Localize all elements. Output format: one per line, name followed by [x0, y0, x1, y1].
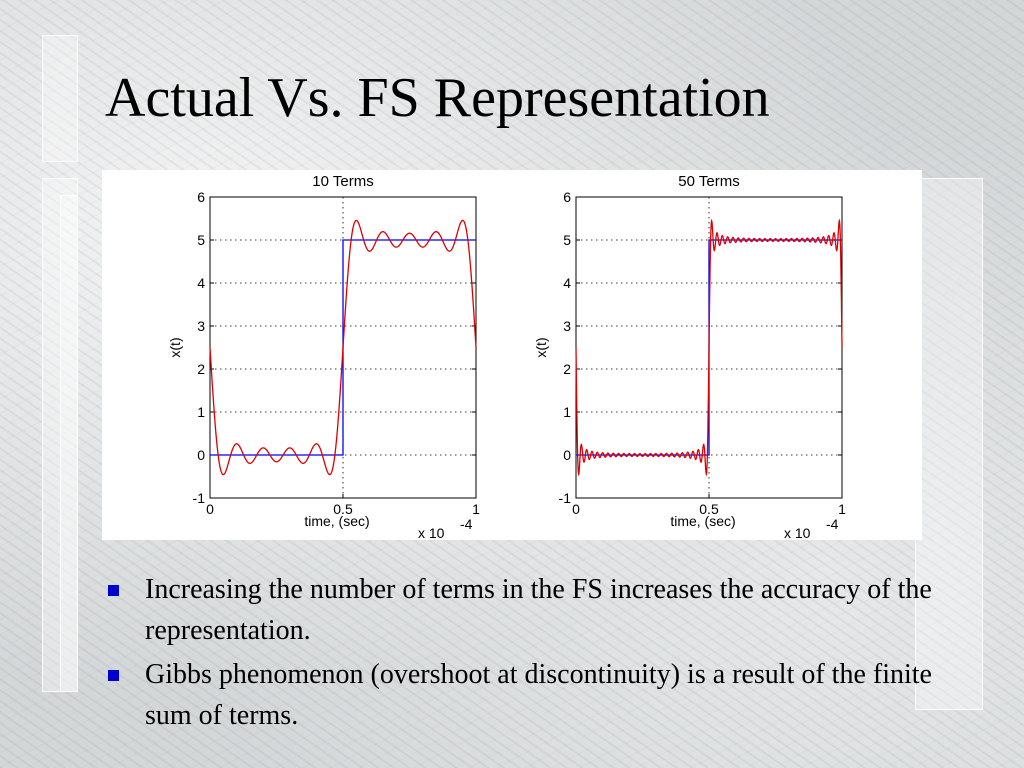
y-tick-label: -1 — [559, 490, 572, 506]
y-tick-label: 1 — [563, 404, 571, 420]
y-tick-label: 0 — [563, 447, 571, 463]
y-tick-label: 5 — [197, 232, 205, 248]
y-tick-label: 2 — [563, 361, 571, 377]
bullet-item: Increasing the number of terms in the FS… — [105, 570, 955, 651]
square-bullet-icon — [108, 670, 119, 682]
x-multiplier-exponent: -4 — [826, 516, 839, 532]
bullet-text: Increasing the number of terms in the FS… — [145, 574, 932, 646]
y-tick-label: -1 — [193, 490, 206, 506]
y-tick-label: 3 — [197, 318, 205, 334]
y-tick-label: 3 — [563, 318, 571, 334]
x-tick-label: 1 — [838, 501, 846, 517]
chart-panel: 10 Terms -1 0 1 2 3 4 5 6 0 0.5 1 time, (sec) x(t) x 1… — [102, 170, 922, 540]
x-multiplier-exponent: -4 — [460, 516, 473, 532]
bullet-text: Gibbs phenomenon (overshoot at discontin… — [145, 659, 932, 731]
bullet-item: Gibbs phenomenon (overshoot at discontin… — [105, 655, 955, 736]
y-tick-label: 6 — [197, 189, 205, 205]
x-axis-label: time, (sec) — [670, 513, 735, 529]
y-axis-label: x(t) — [167, 337, 183, 357]
y-tick-label: 6 — [563, 189, 571, 205]
y-tick-label: 2 — [197, 361, 205, 377]
y-tick-label: 4 — [563, 275, 571, 291]
x-tick-label: 0 — [572, 501, 580, 517]
bullet-list: Increasing the number of terms in the FS… — [105, 570, 955, 740]
x-multiplier-label: x 10 — [784, 525, 811, 540]
frame-bar-top-left — [42, 35, 78, 162]
fs-approximation-line — [209, 219, 477, 476]
x-tick-label: 1 — [472, 501, 480, 517]
square-bullet-icon — [108, 585, 119, 596]
chart-title: 10 Terms — [312, 173, 373, 190]
frame-bar-right — [915, 178, 983, 710]
x-axis-label: time, (sec) — [304, 513, 369, 529]
x-tick-label: 0.5 — [333, 501, 353, 517]
fs-approximation-line — [575, 218, 843, 477]
y-tick-label: 1 — [197, 404, 205, 420]
frame-bar-inner-left — [60, 195, 78, 692]
chart-title: 50 Terms — [678, 173, 739, 190]
x-multiplier-label: x 10 — [418, 525, 445, 540]
x-tick-label: 0.5 — [699, 501, 719, 517]
y-tick-label: 5 — [563, 232, 571, 248]
y-axis-label: x(t) — [533, 337, 549, 357]
y-tick-label: 4 — [197, 275, 205, 291]
x-tick-label: 0 — [206, 501, 214, 517]
y-tick-label: 0 — [197, 447, 205, 463]
slide-title: Actual Vs. FS Representation — [105, 67, 770, 129]
